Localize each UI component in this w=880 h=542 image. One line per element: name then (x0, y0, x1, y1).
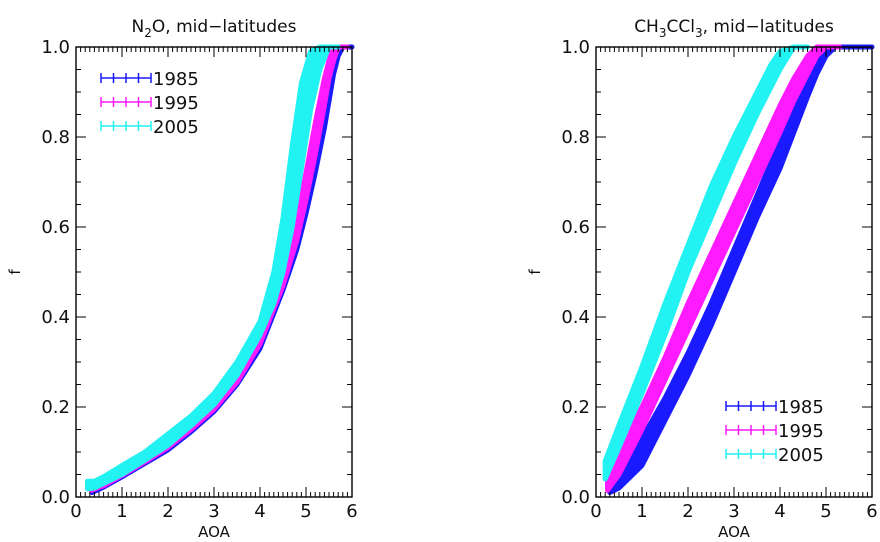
x-tick-label: 3 (208, 501, 219, 522)
x-tick-label: 4 (774, 501, 785, 522)
x-axis-label-n2o: AOA (198, 523, 231, 541)
panel-n2o: 0 1 2 3 4 5 6 0.0 0.2 0.4 0.6 0.8 1.0 1985 1995 2005 N… (6, 17, 358, 541)
y-tick-label: 0.8 (41, 127, 70, 148)
y-tick-label: 0.2 (561, 397, 590, 418)
x-axis-label-ch3ccl3: AOA (718, 523, 751, 541)
x-tick-label: 5 (300, 501, 311, 522)
y-tick-label: 1.0 (561, 37, 590, 58)
x-tick-label: 3 (728, 501, 739, 522)
x-tick-label: 0 (590, 501, 601, 522)
y-tick-label: 0.0 (41, 487, 70, 508)
x-tick-label: 1 (636, 501, 647, 522)
y-tick-label: 0.6 (561, 217, 590, 238)
chart-title-ch3ccl3: CH3CCl3, mid−latitudes (634, 17, 834, 40)
legend-label-2005: 2005 (778, 445, 824, 466)
x-tick-label: 6 (866, 501, 877, 522)
legend-label-1985: 1985 (778, 397, 824, 418)
x-tick-label: 6 (346, 501, 357, 522)
chart-title-n2o: N2O, mid−latitudes (132, 17, 297, 40)
y-tick-label: 0.4 (561, 307, 590, 328)
y-tick-label: 0.0 (561, 487, 590, 508)
y-axis-label-ch3ccl3: f (526, 269, 544, 275)
y-tick-label: 0.8 (561, 127, 590, 148)
x-tick-label: 5 (820, 501, 831, 522)
x-tick-label: 4 (254, 501, 265, 522)
y-tick-label: 0.2 (41, 397, 70, 418)
x-tick-label: 1 (116, 501, 127, 522)
x-tick-label: 2 (682, 501, 693, 522)
y-tick-label: 1.0 (41, 37, 70, 58)
legend-n2o: 1985 1995 2005 (100, 69, 199, 138)
legend-ch3ccl3: 1985 1995 2005 (725, 397, 824, 466)
axes-n2o: 0 1 2 3 4 5 6 0.0 0.2 0.4 0.6 0.8 1.0 (41, 37, 357, 522)
x-tick-label: 0 (70, 501, 81, 522)
axes-ch3ccl3: 0 1 2 3 4 5 6 0.0 0.2 0.4 0.6 0.8 1.0 (561, 37, 877, 522)
y-tick-label: 0.4 (41, 307, 70, 328)
legend-label-2005: 2005 (153, 117, 199, 138)
legend-label-1995: 1995 (778, 421, 824, 442)
panel-ch3ccl3: 0 1 2 3 4 5 6 0.0 0.2 0.4 0.6 0.8 1.0 1985 1995 2005 C… (526, 17, 878, 541)
x-tick-label: 2 (162, 501, 173, 522)
legend-label-1995: 1995 (153, 93, 199, 114)
legend-label-1985: 1985 (153, 69, 199, 90)
y-tick-label: 0.6 (41, 217, 70, 238)
y-axis-label-n2o: f (6, 269, 24, 275)
